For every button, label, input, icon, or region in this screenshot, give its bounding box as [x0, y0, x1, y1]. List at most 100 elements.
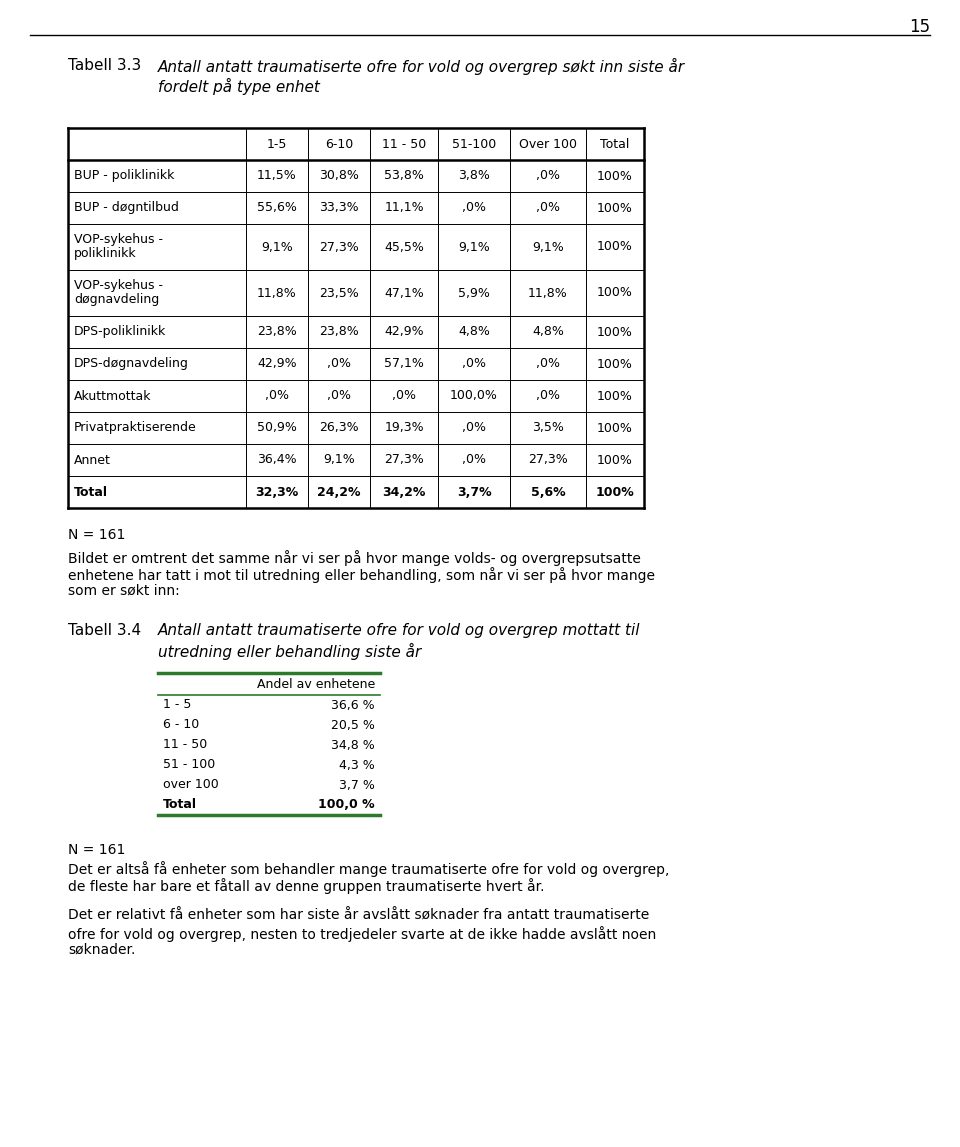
- Text: døgnavdeling: døgnavdeling: [74, 294, 159, 306]
- Text: 5,6%: 5,6%: [531, 485, 565, 499]
- Text: 33,3%: 33,3%: [319, 202, 359, 214]
- Text: 27,3%: 27,3%: [384, 453, 424, 467]
- Text: 27,3%: 27,3%: [528, 453, 568, 467]
- Text: 11 - 50: 11 - 50: [382, 138, 426, 150]
- Text: BUP - døgntilbud: BUP - døgntilbud: [74, 202, 179, 214]
- Text: Antall antatt traumatiserte ofre for vold og overgrep søkt inn siste år: Antall antatt traumatiserte ofre for vol…: [158, 58, 685, 75]
- Text: 4,8%: 4,8%: [458, 326, 490, 338]
- Text: DPS-døgnavdeling: DPS-døgnavdeling: [74, 358, 189, 370]
- Text: Annet: Annet: [74, 453, 110, 467]
- Text: 19,3%: 19,3%: [384, 421, 423, 435]
- Text: utredning eller behandling siste år: utredning eller behandling siste år: [158, 643, 421, 660]
- Text: 9,1%: 9,1%: [324, 453, 355, 467]
- Text: søknader.: søknader.: [68, 943, 135, 957]
- Text: 100%: 100%: [597, 390, 633, 403]
- Text: 100%: 100%: [597, 358, 633, 370]
- Text: Over 100: Over 100: [519, 138, 577, 150]
- Text: 4,3 %: 4,3 %: [339, 758, 375, 772]
- Text: VOP-sykehus -: VOP-sykehus -: [74, 234, 163, 247]
- Text: 100%: 100%: [597, 202, 633, 214]
- Text: 47,1%: 47,1%: [384, 287, 424, 299]
- Text: Privatpraktiserende: Privatpraktiserende: [74, 421, 197, 435]
- Text: ,0%: ,0%: [536, 170, 560, 182]
- Text: 11,8%: 11,8%: [257, 287, 297, 299]
- Text: 100%: 100%: [597, 170, 633, 182]
- Text: 1-5: 1-5: [267, 138, 287, 150]
- Text: 5,9%: 5,9%: [458, 287, 490, 299]
- Text: 23,5%: 23,5%: [319, 287, 359, 299]
- Text: N = 161: N = 161: [68, 843, 126, 857]
- Text: 100%: 100%: [597, 241, 633, 253]
- Text: 15: 15: [909, 18, 930, 36]
- Text: ,0%: ,0%: [462, 202, 486, 214]
- Text: Total: Total: [74, 485, 108, 499]
- Text: Akuttmottak: Akuttmottak: [74, 390, 152, 403]
- Text: 3,7%: 3,7%: [457, 485, 492, 499]
- Text: 100%: 100%: [597, 326, 633, 338]
- Text: 27,3%: 27,3%: [319, 241, 359, 253]
- Text: 100%: 100%: [597, 421, 633, 435]
- Text: ,0%: ,0%: [327, 390, 351, 403]
- Text: som er søkt inn:: som er søkt inn:: [68, 584, 180, 598]
- Text: 11,5%: 11,5%: [257, 170, 297, 182]
- Text: over 100: over 100: [163, 779, 219, 791]
- Text: BUP - poliklinikk: BUP - poliklinikk: [74, 170, 175, 182]
- Text: 34,8 %: 34,8 %: [331, 739, 375, 751]
- Text: 100,0%: 100,0%: [450, 390, 498, 403]
- Text: 11,1%: 11,1%: [384, 202, 423, 214]
- Text: VOP-sykehus -: VOP-sykehus -: [74, 280, 163, 292]
- Text: 42,9%: 42,9%: [257, 358, 297, 370]
- Text: enhetene har tatt i mot til utredning eller behandling, som når vi ser på hvor m: enhetene har tatt i mot til utredning el…: [68, 567, 655, 583]
- Text: 100%: 100%: [597, 287, 633, 299]
- Text: Total: Total: [163, 798, 197, 811]
- Text: ,0%: ,0%: [462, 421, 486, 435]
- Text: 51 - 100: 51 - 100: [163, 758, 215, 772]
- Text: 36,6 %: 36,6 %: [331, 699, 375, 711]
- Text: fordelt på type enhet: fordelt på type enhet: [158, 78, 320, 95]
- Text: 26,3%: 26,3%: [319, 421, 359, 435]
- Text: Bildet er omtrent det samme når vi ser på hvor mange volds- og overgrepsutsatte: Bildet er omtrent det samme når vi ser p…: [68, 551, 641, 565]
- Text: 9,1%: 9,1%: [458, 241, 490, 253]
- Text: 11 - 50: 11 - 50: [163, 739, 207, 751]
- Text: ,0%: ,0%: [536, 390, 560, 403]
- Text: 100%: 100%: [597, 453, 633, 467]
- Text: 23,8%: 23,8%: [319, 326, 359, 338]
- Text: N = 161: N = 161: [68, 528, 126, 543]
- Text: Antall antatt traumatiserte ofre for vold og overgrep mottatt til: Antall antatt traumatiserte ofre for vol…: [158, 623, 640, 638]
- Text: 6 - 10: 6 - 10: [163, 718, 200, 732]
- Text: 24,2%: 24,2%: [317, 485, 361, 499]
- Text: ,0%: ,0%: [462, 358, 486, 370]
- Text: 6-10: 6-10: [324, 138, 353, 150]
- Text: 51-100: 51-100: [452, 138, 496, 150]
- Text: ,0%: ,0%: [327, 358, 351, 370]
- Text: 53,8%: 53,8%: [384, 170, 424, 182]
- Text: 100%: 100%: [595, 485, 635, 499]
- Text: 30,8%: 30,8%: [319, 170, 359, 182]
- Text: Det er altså få enheter som behandler mange traumatiserte ofre for vold og overg: Det er altså få enheter som behandler ma…: [68, 861, 669, 877]
- Text: DPS-poliklinikk: DPS-poliklinikk: [74, 326, 166, 338]
- Text: 36,4%: 36,4%: [257, 453, 297, 467]
- Text: poliklinikk: poliklinikk: [74, 248, 136, 260]
- Text: Tabell 3.4: Tabell 3.4: [68, 623, 141, 638]
- Text: 9,1%: 9,1%: [261, 241, 293, 253]
- Text: 3,7 %: 3,7 %: [339, 779, 375, 791]
- Text: ofre for vold og overgrep, nesten to tredjedeler svarte at de ikke hadde avslått: ofre for vold og overgrep, nesten to tre…: [68, 926, 657, 942]
- Text: Andel av enhetene: Andel av enhetene: [256, 678, 375, 690]
- Text: 100,0 %: 100,0 %: [319, 798, 375, 811]
- Text: 34,2%: 34,2%: [382, 485, 425, 499]
- Text: 11,8%: 11,8%: [528, 287, 568, 299]
- Text: ,0%: ,0%: [536, 358, 560, 370]
- Text: 3,8%: 3,8%: [458, 170, 490, 182]
- Text: Det er relativt få enheter som har siste år avslått søknader fra antatt traumati: Det er relativt få enheter som har siste…: [68, 910, 649, 923]
- Text: ,0%: ,0%: [536, 202, 560, 214]
- Text: ,0%: ,0%: [392, 390, 416, 403]
- Text: 42,9%: 42,9%: [384, 326, 423, 338]
- Text: 9,1%: 9,1%: [532, 241, 564, 253]
- Text: 55,6%: 55,6%: [257, 202, 297, 214]
- Text: 32,3%: 32,3%: [255, 485, 299, 499]
- Text: 1 - 5: 1 - 5: [163, 699, 191, 711]
- Text: 23,8%: 23,8%: [257, 326, 297, 338]
- Text: 45,5%: 45,5%: [384, 241, 424, 253]
- Text: 3,5%: 3,5%: [532, 421, 564, 435]
- Text: ,0%: ,0%: [265, 390, 289, 403]
